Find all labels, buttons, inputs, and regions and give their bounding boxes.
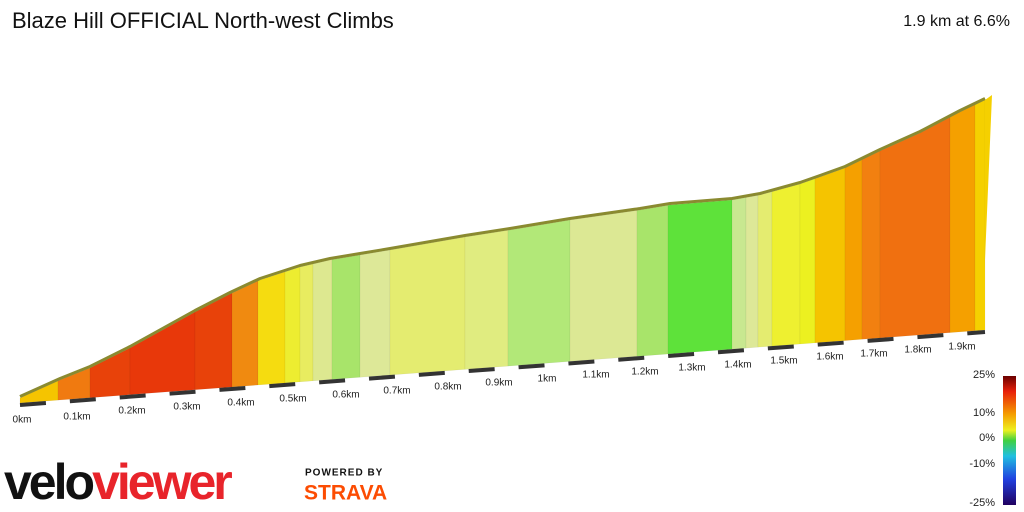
profile-segment bbox=[879, 116, 951, 339]
profile-end-face bbox=[982, 95, 992, 330]
title: Blaze Hill OFFICIAL North-west Climbs bbox=[12, 8, 394, 33]
profile-segment bbox=[299, 263, 314, 383]
distance-tick-label: 1.9km bbox=[948, 342, 975, 353]
distance-tick-label: 0.4km bbox=[227, 398, 254, 409]
strava: STRAVA bbox=[304, 482, 387, 505]
gradient-legend: 25% 10% 0% -10% -25% bbox=[969, 369, 995, 509]
distance-tick-label: 1.2km bbox=[631, 367, 658, 378]
logo-text: veloviewer bbox=[4, 454, 232, 510]
distance-tick-label: 0.1km bbox=[63, 412, 90, 423]
profile-segment bbox=[359, 249, 391, 378]
distance-tick-label: 0.6km bbox=[332, 390, 359, 401]
profile-segment bbox=[507, 219, 571, 367]
legend-label: 0% bbox=[979, 432, 995, 444]
profile-segment bbox=[799, 178, 816, 345]
profile-segment bbox=[312, 259, 333, 382]
distance-axis bbox=[19, 330, 986, 407]
profile-segment bbox=[129, 311, 196, 395]
legend-label: 10% bbox=[973, 407, 995, 419]
profile-segment bbox=[745, 195, 759, 349]
legend-label: -10% bbox=[969, 458, 995, 470]
profile-segment bbox=[844, 159, 863, 341]
distance-tick-label: 1km bbox=[538, 374, 557, 385]
profile-segment bbox=[284, 266, 301, 384]
logo-velo: velo bbox=[4, 454, 94, 510]
profile-segment bbox=[814, 167, 846, 344]
distance-tick-label: 1.3km bbox=[678, 363, 705, 374]
profile-segment bbox=[949, 104, 976, 333]
distance-tick-label: 0.7km bbox=[383, 386, 410, 397]
logo-viewer: viewer bbox=[92, 454, 232, 510]
profile-segment bbox=[731, 197, 747, 350]
distance-tick-label: 0.5km bbox=[279, 394, 306, 405]
profile-segment bbox=[569, 210, 638, 362]
legend-label: -25% bbox=[969, 497, 995, 509]
profile-segment bbox=[231, 280, 259, 388]
distance-tick-label: 1.7km bbox=[860, 349, 887, 360]
distance-tick-label: 1.1km bbox=[582, 370, 609, 381]
distance-tick-label: 0.8km bbox=[434, 382, 461, 393]
distance-tick-label: 0.2km bbox=[118, 406, 145, 417]
distance-tick-label: 0.3km bbox=[173, 402, 200, 413]
profile-segment bbox=[757, 191, 773, 348]
profile-segment bbox=[636, 205, 669, 357]
profile-segment bbox=[464, 230, 509, 370]
profile-top-edge bbox=[19, 97, 986, 398]
distance-tick-label: 0km bbox=[13, 415, 32, 426]
powered-by: POWERED BY bbox=[305, 468, 383, 479]
distance-tick-label: 1.5km bbox=[770, 356, 797, 367]
gradient-scale bbox=[1003, 376, 1016, 505]
profile-shape: 0km 0.1km 0.2km 0.3km 0.4km 0.5km 0.6km 0.7km 0.… bbox=[13, 95, 992, 426]
profile-segment bbox=[861, 150, 881, 340]
profile-segment bbox=[331, 254, 361, 380]
distance-tick-label: 1.4km bbox=[724, 360, 751, 371]
profile-segment bbox=[389, 236, 466, 376]
profile-segment bbox=[667, 199, 733, 355]
distance-tick-label: 0.9km bbox=[485, 378, 512, 389]
legend-label: 25% bbox=[973, 369, 995, 381]
distance-tick-label: 1.8km bbox=[904, 345, 931, 356]
logo: veloviewer POWERED BY STRAVA bbox=[4, 454, 387, 510]
summary: 1.9 km at 6.6% bbox=[903, 13, 1010, 30]
profile-segment bbox=[19, 380, 59, 404]
distance-tick-label: 1.6km bbox=[816, 352, 843, 363]
profile-segment bbox=[257, 271, 286, 386]
profile-segment bbox=[771, 183, 801, 347]
